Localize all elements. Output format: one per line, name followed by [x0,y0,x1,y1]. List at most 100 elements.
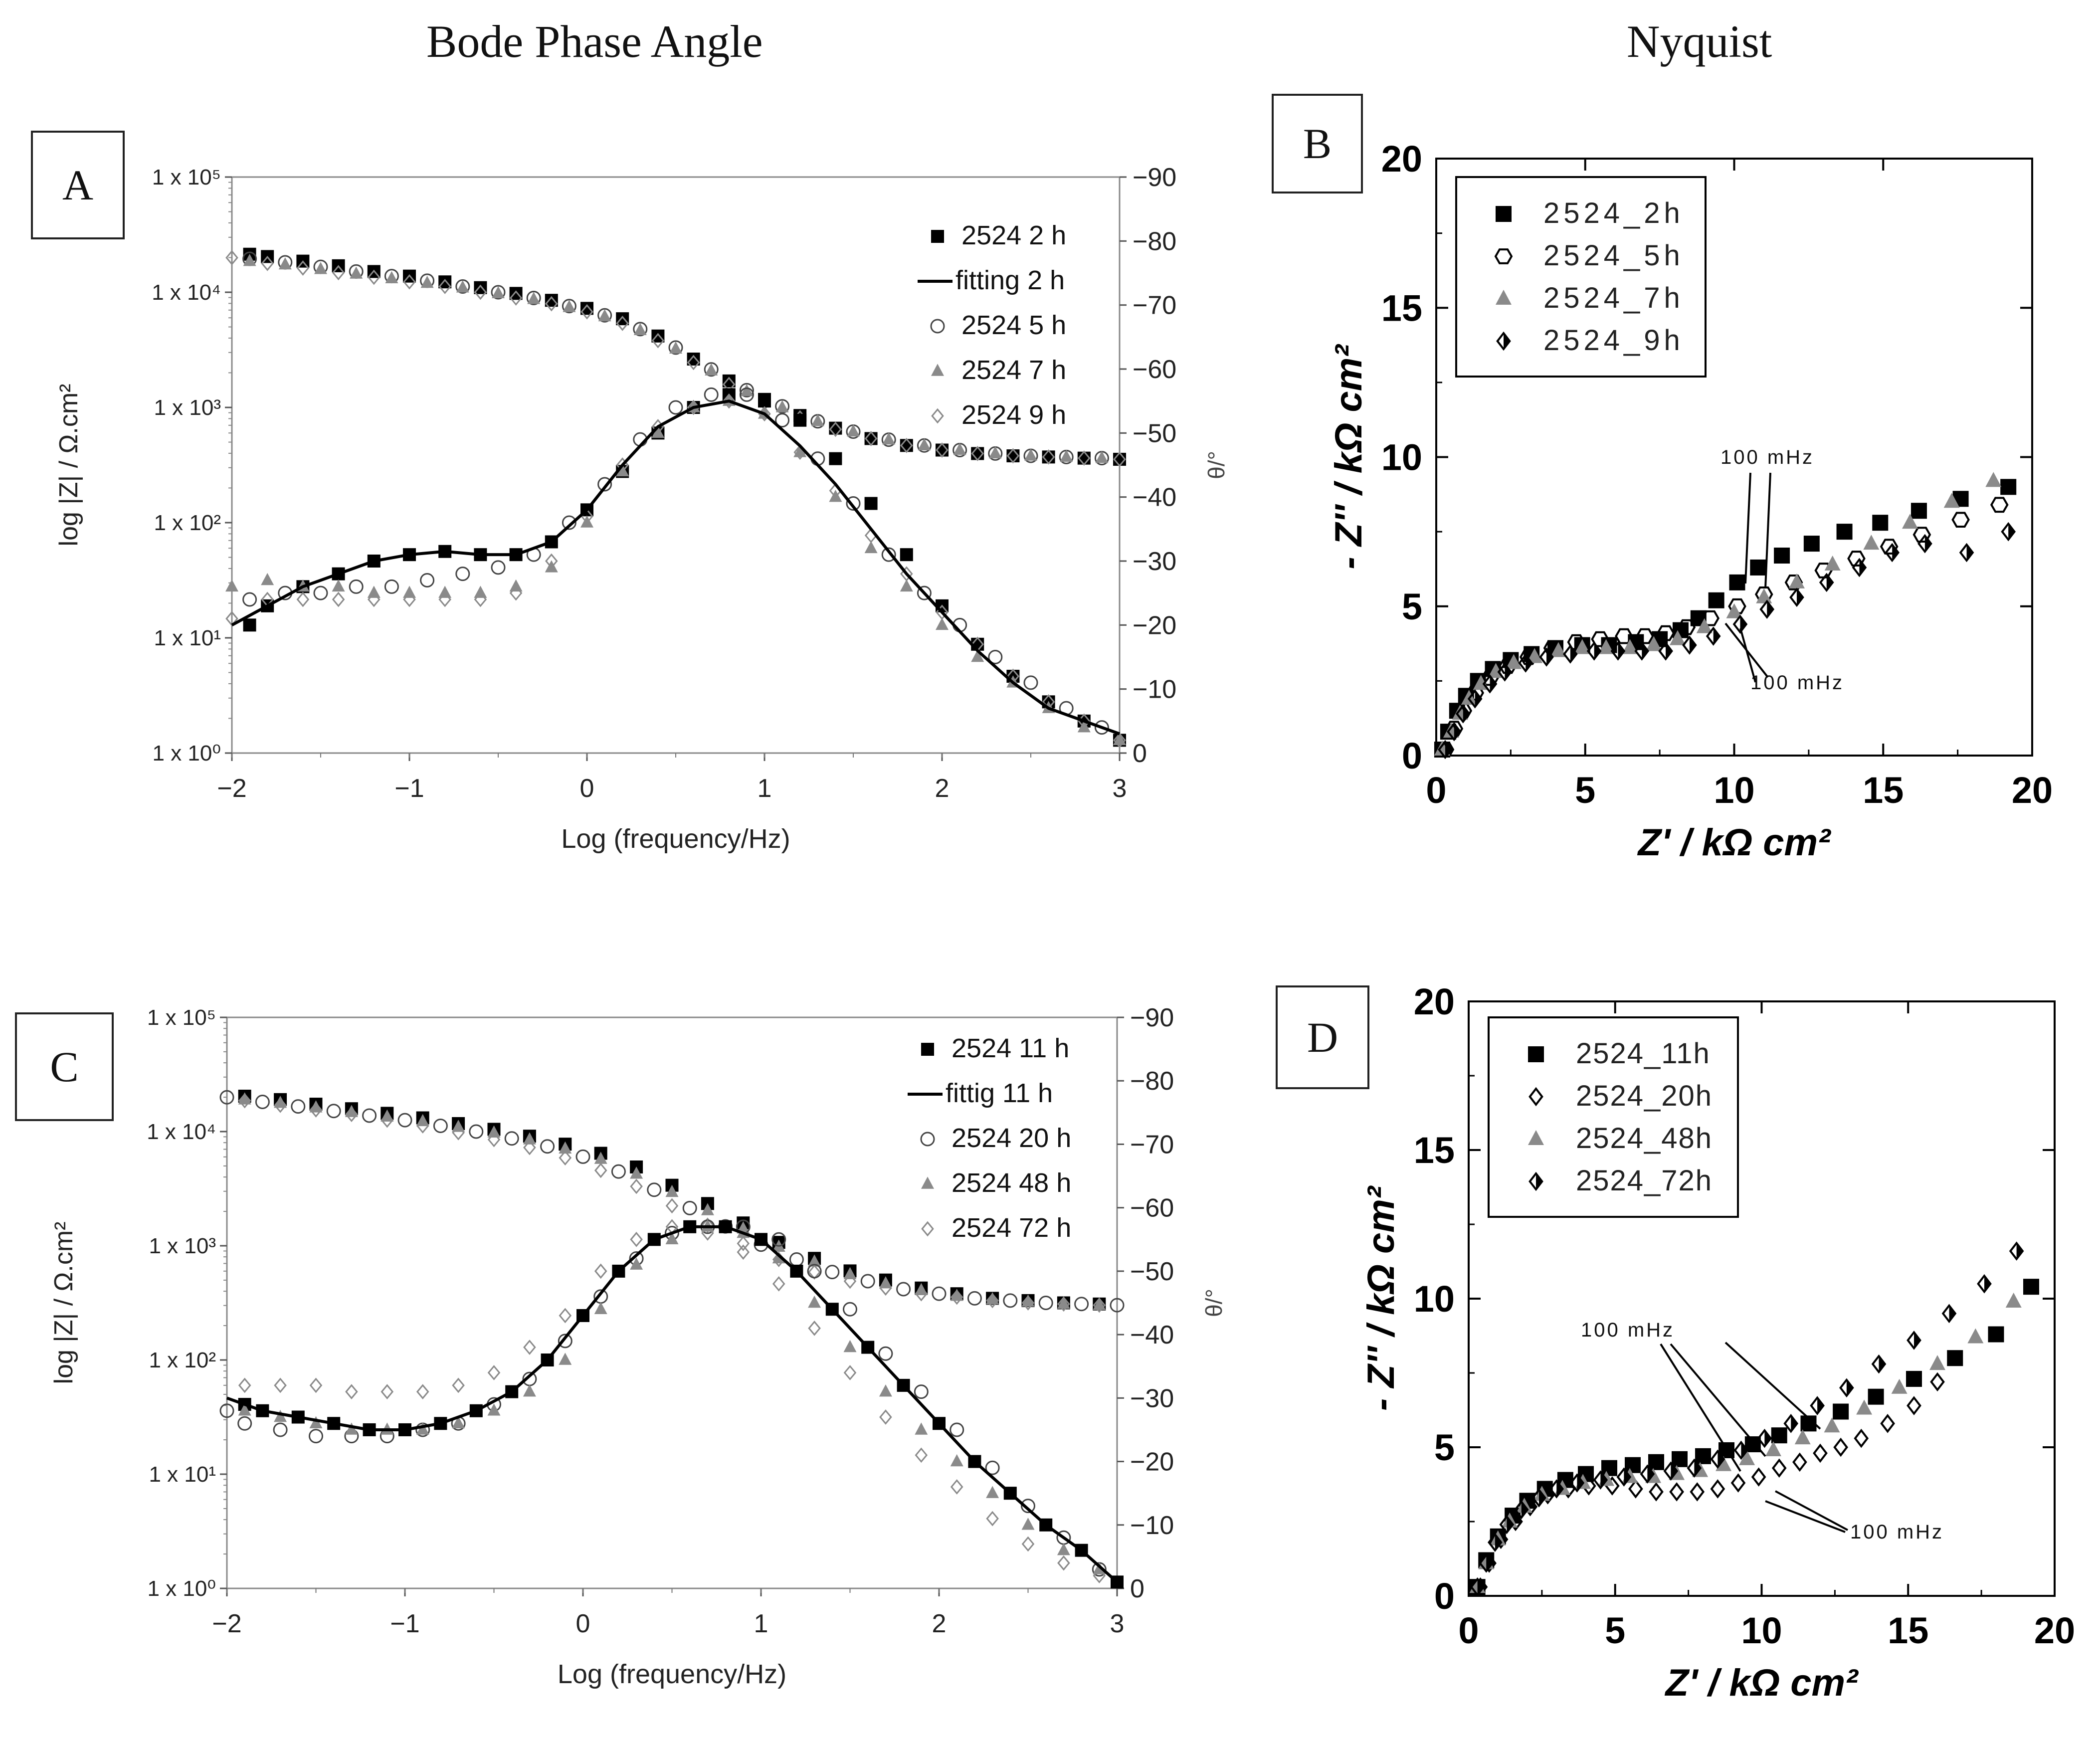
phase-point [630,1231,643,1247]
y-tick-label: 5 [1434,1427,1455,1468]
modulus-point [633,322,648,337]
phase-point [1077,720,1091,733]
y2-tick-label: −10 [1130,1511,1174,1540]
nyquist-point-fill [1713,628,1719,644]
modulus-point [580,304,593,320]
modulus-point [416,1118,429,1134]
nyquist-point [1824,1417,1840,1433]
modulus-point [896,1282,911,1297]
nyquist-point [1677,619,1696,635]
phase-point [1021,1518,1035,1530]
modulus-point [309,1102,323,1118]
phase-point [381,1384,394,1399]
legend-label: 2524_11h [1576,1037,1711,1070]
y-tick-label: 1 x 10⁰ [153,741,221,766]
nyquist-column-title: Nyquist [1627,16,1772,67]
phase-point [879,1384,892,1397]
y2-tick-label: 0 [1133,739,1147,768]
phase-point [384,579,399,594]
phase-point [843,1302,857,1317]
y-tick-label: 1 x 10³ [149,1234,216,1258]
modulus-point [326,1104,341,1119]
phase-point [971,649,984,662]
nyquist-point-fill [1791,1415,1797,1432]
phase-point [225,611,238,626]
x-tick-label: −1 [390,1609,419,1638]
phase-point [772,1276,785,1292]
phase-point [416,1422,429,1435]
nyquist-point-fill [1741,1442,1747,1458]
y2-tick-label: −40 [1130,1321,1174,1350]
phase-point [988,650,1003,664]
modulus-point [879,1280,892,1296]
phase-point [309,1429,323,1444]
x-tick-label: 1 [758,774,772,803]
nyquist-point-fill [1914,1332,1920,1349]
modulus-point [491,285,506,300]
legend-label: 2524 72 h [952,1213,1071,1243]
modulus-point [332,265,345,281]
nyquist-point [1622,639,1638,654]
x-tick-label: 0 [1426,770,1446,811]
nyquist-point-fill [1454,724,1461,740]
nyquist-point-outline [1706,626,1721,646]
modulus-point [864,432,878,445]
phase-point [313,585,328,600]
nyquist-point-outline [1941,1304,1957,1324]
y-tick-label: 1 x 10⁴ [152,280,221,305]
modulus-point [669,341,682,354]
y2-axis-label: θ/° [1201,1289,1227,1317]
annotation-arrow [1724,1342,1821,1430]
nyquist-point [1470,1577,1485,1597]
nyquist-point [1634,641,1650,661]
nyquist-point-fill [1475,691,1481,707]
annotation-arrow [1765,1500,1846,1533]
nyquist-point [1519,649,1538,665]
nyquist-point [1833,1403,1849,1420]
modulus-point [1042,449,1055,465]
y2-tick-label: −30 [1133,547,1176,576]
nyquist-point [1985,472,2002,487]
y-tick-label: 1 x 10¹ [154,626,221,650]
modulus-point [225,250,238,266]
modulus-point [345,1107,358,1122]
nyquist-point-outline [1455,704,1471,724]
annotation-arrow [1739,628,1756,683]
nyquist-point-fill [1817,1397,1824,1414]
nyquist-point [1648,1454,1664,1470]
modulus-point [309,1100,323,1113]
phase-series-3 [238,1219,1106,1583]
y2-tick-label: −80 [1133,227,1176,256]
nyquist-point [2023,1279,2039,1295]
y2-axis-label: θ/° [1203,451,1229,479]
nyquist-point [1803,536,1820,552]
phase-point [238,1403,251,1416]
modulus-point [882,432,896,445]
annotation-100mHz-top: 100 mHz [1720,446,1814,468]
phase-point [438,591,451,607]
y-tick-label: 20 [1381,138,1422,180]
nyquist-point-fill [1600,1472,1607,1488]
nyquist-point-outline [1819,573,1834,592]
modulus-point [526,291,541,306]
phase-point [1021,1536,1035,1552]
modulus-point [350,266,363,279]
nyquist-point [1726,603,1742,618]
modulus-point [687,355,700,371]
modulus-point [397,1113,412,1128]
nyquist-point [1824,555,1841,571]
nyquist-point [1917,534,1932,554]
phase-point [829,452,842,465]
nyquist-point [1739,1450,1755,1465]
nyquist-point [1751,1467,1766,1487]
modulus-point [611,1164,626,1179]
modulus-series-1 [219,1090,1125,1313]
phase-point [474,591,487,607]
y-axis-label: - Z'' / kΩ cm² [1360,1185,1402,1411]
nyquist-point [1885,543,1900,563]
modulus-point [918,438,931,450]
phase-point [1057,1555,1070,1571]
modulus-point [808,1264,821,1280]
phase-point [580,515,593,528]
